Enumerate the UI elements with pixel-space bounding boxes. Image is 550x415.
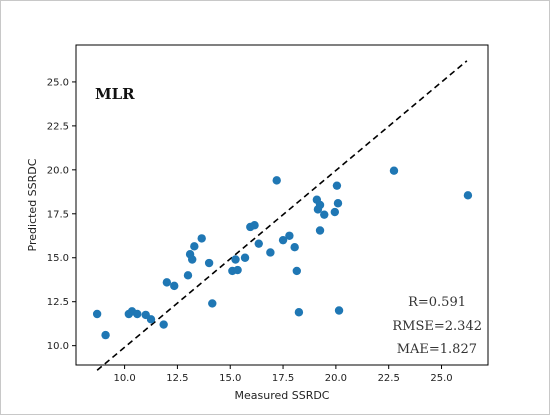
data-point: [188, 255, 197, 264]
y-tick-label: 25.0: [47, 77, 69, 88]
x-tick-label: 17.5: [272, 373, 294, 384]
axis-ticks: 10.0 12.5 15.0 17.5 20.0 22.5 25.0 10.0 12.5 15.0…: [47, 77, 453, 384]
data-point: [208, 299, 217, 308]
x-tick-label: 15.0: [219, 373, 241, 384]
data-point: [266, 248, 275, 257]
y-tick-label: 15.0: [47, 253, 69, 264]
data-point: [159, 320, 168, 329]
data-point: [334, 306, 344, 315]
x-tick-label: 12.5: [166, 373, 188, 384]
data-point: [190, 242, 199, 251]
data-point: [330, 207, 340, 217]
data-point: [315, 200, 325, 210]
y-tick-label: 12.5: [47, 297, 69, 308]
data-point: [197, 234, 206, 243]
data-point: [389, 166, 399, 175]
y-tick-label: 22.5: [47, 121, 69, 132]
data-point: [162, 278, 172, 287]
x-tick-label: 22.5: [378, 373, 400, 384]
x-tick-label: 25.0: [430, 373, 452, 384]
data-point: [290, 242, 299, 252]
data-point: [204, 258, 214, 268]
y-tick-label: 20.0: [47, 165, 69, 176]
data-point: [170, 281, 179, 291]
data-point: [292, 266, 301, 276]
data-point: [315, 226, 325, 235]
x-tick-label: 20.0: [325, 373, 347, 384]
data-point: [240, 253, 250, 262]
x-axis-label: Measured SSRDC: [235, 389, 330, 402]
data-point: [233, 265, 242, 275]
data-point: [183, 271, 193, 280]
data-point: [254, 239, 263, 248]
data-point: [101, 330, 110, 340]
y-tick-label: 17.5: [47, 209, 69, 220]
data-points: [92, 166, 473, 340]
r-value-label: R=0.591: [408, 295, 466, 310]
rmse-label: RMSE=2.342: [392, 319, 482, 334]
data-point: [146, 315, 156, 324]
data-point: [250, 221, 259, 230]
mae-label: MAE=1.827: [397, 342, 477, 357]
data-point: [463, 191, 473, 200]
data-point: [285, 231, 294, 240]
y-axis-label: Predicted SSRDC: [26, 158, 39, 251]
data-point: [231, 255, 240, 264]
data-point: [333, 199, 343, 208]
data-point: [320, 210, 329, 219]
data-point: [272, 176, 281, 185]
x-tick-label: 10.0: [113, 373, 135, 384]
fit-line: [96, 60, 468, 371]
y-tick-label: 10.0: [47, 341, 69, 352]
data-point: [332, 181, 342, 190]
data-point: [133, 309, 142, 319]
data-point: [278, 235, 288, 245]
data-point: [92, 309, 102, 319]
model-label: MLR: [95, 85, 135, 103]
data-point: [294, 308, 304, 317]
